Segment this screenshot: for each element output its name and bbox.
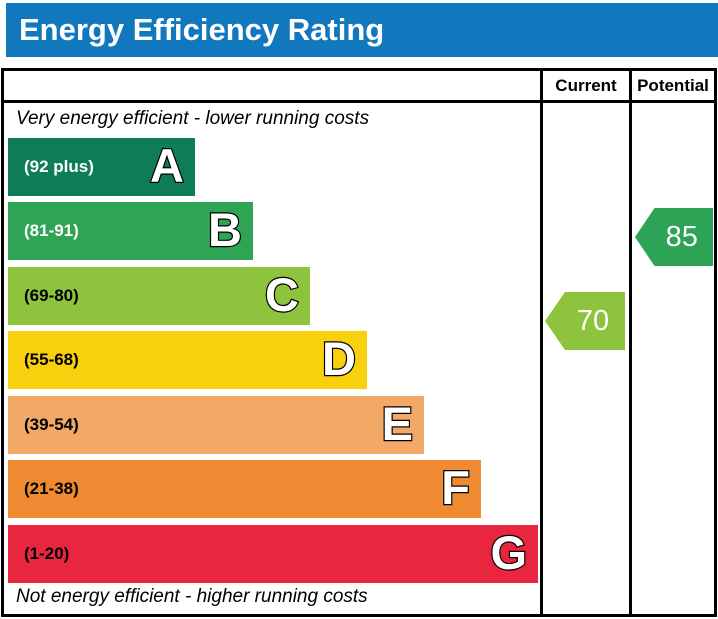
- current-rating-arrow: 70: [545, 292, 625, 350]
- page-title: Energy Efficiency Rating: [19, 12, 385, 47]
- band-f-range-label: (21-38): [24, 479, 79, 498]
- band-b: (81-91) B: [8, 202, 253, 260]
- band-b-letter: B: [207, 202, 243, 257]
- epc-header-bar: Energy Efficiency Rating: [6, 3, 718, 57]
- band-c-letter: C: [264, 267, 300, 322]
- column-divider-potential: [629, 71, 632, 614]
- column-header-potential: Potential: [637, 76, 709, 95]
- band-e: (39-54) E: [8, 396, 424, 454]
- band-a-range-label: (92 plus): [24, 157, 94, 176]
- band-f: (21-38) F: [8, 460, 481, 518]
- table-header-row: Current Potential: [4, 71, 714, 103]
- current-rating-value: 70: [576, 304, 610, 337]
- band-a: (92 plus) A: [8, 138, 195, 196]
- band-d: (55-68) D: [8, 331, 367, 389]
- band-e-range-label: (39-54): [24, 415, 79, 434]
- rating-table: Current Potential Very energy efficient …: [1, 68, 717, 617]
- caption-not-efficient: Not energy efficient - higher running co…: [16, 586, 368, 607]
- band-d-range-label: (55-68): [24, 350, 79, 369]
- band-d-letter: D: [321, 331, 357, 386]
- column-divider-current: [540, 71, 543, 614]
- band-f-letter: F: [440, 460, 471, 515]
- caption-very-efficient: Very energy efficient - lower running co…: [16, 108, 370, 129]
- band-g-range-label: (1-20): [24, 544, 70, 563]
- band-c-range-label: (69-80): [24, 286, 79, 305]
- band-a-letter: A: [149, 138, 185, 193]
- band-b-range-label: (81-91): [24, 221, 79, 240]
- potential-rating-arrow: 85: [635, 208, 713, 266]
- band-e-letter: E: [380, 396, 414, 451]
- band-c: (69-80) C: [8, 267, 310, 325]
- band-g-letter: G: [489, 525, 528, 580]
- column-header-current: Current: [555, 76, 617, 95]
- band-g: (1-20) G: [8, 525, 538, 583]
- potential-rating-value: 85: [665, 220, 698, 253]
